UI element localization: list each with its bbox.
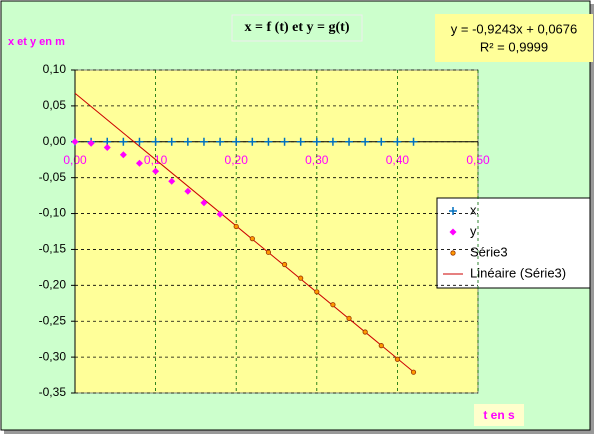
- legend-label: x: [470, 202, 477, 217]
- x-tick-label: 0,50: [466, 153, 490, 167]
- marker: [119, 137, 128, 146]
- marker: [298, 275, 304, 281]
- marker: [199, 137, 208, 146]
- marker: [410, 369, 417, 375]
- chart-title: x = f (t) et y = g(t): [245, 20, 350, 35]
- trendline: [74, 92, 414, 373]
- marker: [200, 199, 208, 207]
- marker: [249, 236, 255, 242]
- y-axis-title: x et y en m: [8, 36, 65, 48]
- title-box: [231, 14, 363, 42]
- marker: [216, 210, 224, 218]
- marker: [232, 137, 241, 146]
- marker: [87, 139, 95, 147]
- marker: [377, 137, 386, 146]
- marker: [135, 137, 144, 146]
- marker: [135, 159, 143, 167]
- marker: [449, 207, 457, 215]
- x-tick-label: 0,40: [386, 153, 410, 167]
- y-tick-label: -0,20: [39, 278, 67, 292]
- r-squared: R² = 0,9999: [480, 39, 548, 54]
- marker: [450, 250, 456, 256]
- marker: [248, 137, 257, 146]
- equation-box: [435, 14, 593, 62]
- marker: [233, 223, 239, 230]
- legend: [436, 197, 591, 289]
- marker: [280, 137, 289, 146]
- marker: [296, 137, 305, 146]
- marker: [378, 343, 384, 349]
- legend-label: y: [470, 223, 477, 238]
- marker: [151, 137, 160, 146]
- y-tick-label: 0,05: [43, 98, 67, 112]
- marker: [314, 289, 320, 295]
- marker: [362, 329, 368, 335]
- equation: y = -0,9243x + 0,0676: [451, 21, 577, 36]
- marker: [345, 137, 354, 146]
- legend-label: Série3: [470, 244, 508, 259]
- y-tick-label: -0,30: [39, 349, 67, 363]
- y-tick-label: -0,15: [39, 242, 67, 256]
- marker: [393, 137, 402, 146]
- marker: [119, 151, 127, 159]
- marker: [449, 228, 457, 236]
- marker: [167, 137, 176, 146]
- y-tick-label: -0,35: [39, 385, 67, 399]
- marker: [103, 144, 111, 152]
- x-title-box: [474, 404, 524, 426]
- y-tick-label: -0,05: [39, 170, 67, 184]
- marker: [328, 137, 337, 146]
- marker: [361, 137, 370, 146]
- marker: [312, 137, 321, 146]
- y-tick-label: -0,10: [39, 206, 67, 220]
- x-tick-label: 0,30: [305, 153, 329, 167]
- x-axis-title: t en s: [483, 408, 515, 422]
- marker: [168, 177, 176, 185]
- marker: [281, 261, 288, 268]
- marker: [265, 249, 272, 255]
- marker: [216, 137, 225, 146]
- legend-label: Linéaire (Série3): [470, 265, 566, 280]
- plot-area: [74, 69, 479, 394]
- marker: [409, 137, 418, 146]
- y-tick-label: 0,00: [43, 134, 67, 148]
- y-tick-label: -0,25: [39, 313, 67, 327]
- x-tick-label: 0,20: [225, 153, 249, 167]
- marker: [152, 167, 160, 175]
- marker: [346, 315, 352, 321]
- marker: [394, 356, 400, 362]
- marker: [183, 137, 192, 146]
- marker: [330, 302, 336, 308]
- marker: [184, 187, 192, 195]
- y-tick-label: 0,10: [43, 62, 67, 76]
- marker: [71, 138, 79, 146]
- marker: [264, 137, 273, 146]
